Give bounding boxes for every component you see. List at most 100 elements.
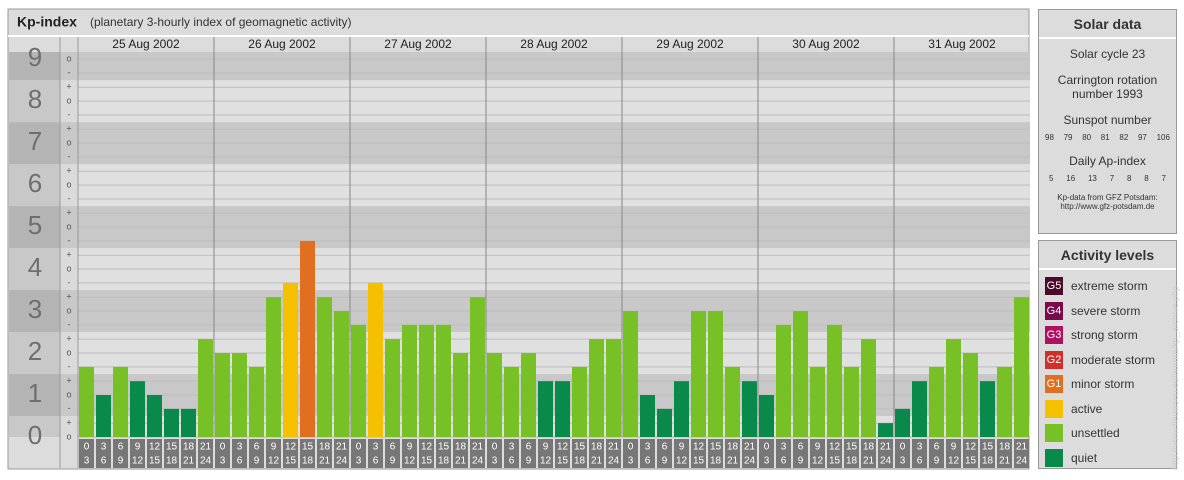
legend-swatch: [1045, 448, 1063, 467]
hour-label: 6: [390, 442, 396, 453]
hour-label: 24: [200, 456, 212, 467]
hour-label: 18: [438, 456, 450, 467]
bar: [708, 311, 723, 437]
minor-tick-label: o: [66, 95, 71, 105]
hour-label: 18: [999, 442, 1011, 453]
label-band: [60, 52, 78, 81]
bar: [759, 395, 774, 437]
label-band: [60, 290, 78, 333]
hour-label: 12: [132, 456, 144, 467]
panel-title: Activity levels: [1039, 241, 1176, 270]
hour-label: 21: [608, 442, 620, 453]
sunspot-value: 106: [1156, 133, 1170, 142]
bar: [742, 381, 757, 437]
panel-title: Solar data: [1039, 10, 1176, 39]
hour-label: 21: [863, 456, 875, 467]
hour-box: [640, 439, 655, 468]
minor-tick-label: o: [66, 54, 71, 64]
hour-label: 6: [509, 456, 515, 467]
bar: [368, 282, 383, 437]
bar: [725, 366, 740, 437]
y-tick-label: 0: [28, 420, 42, 450]
bar: [113, 366, 128, 437]
bar: [895, 408, 910, 437]
hour-label: 3: [645, 442, 651, 453]
hour-label: 21: [591, 456, 603, 467]
hour-label: 9: [951, 442, 957, 453]
hour-label: 15: [285, 456, 297, 467]
bar: [1014, 297, 1029, 437]
bar: [657, 408, 672, 437]
ap-value: 16: [1066, 174, 1076, 183]
hour-label: 15: [166, 442, 178, 453]
minor-tick-label: -: [68, 109, 71, 119]
bar: [997, 366, 1012, 437]
minor-tick-label: -: [68, 319, 71, 329]
hour-label: 9: [526, 456, 532, 467]
hour-box: [963, 439, 978, 468]
hour-box: [759, 439, 774, 468]
legend-label: quiet: [1071, 450, 1098, 465]
hour-label: 12: [812, 456, 824, 467]
label-band: [60, 80, 78, 123]
hour-label: 18: [574, 456, 586, 467]
hour-label: 6: [254, 442, 260, 453]
day-label: 26 Aug 2002: [248, 37, 316, 51]
bar: [419, 324, 434, 437]
minor-tick-label: +: [66, 376, 71, 386]
minor-tick-label: -: [68, 235, 71, 245]
hour-label: 18: [863, 442, 875, 453]
hour-label: 15: [982, 442, 994, 453]
source-url: http://www.gfz-potsdam.de: [1060, 202, 1155, 211]
ap-label: Daily Ap-index: [1069, 154, 1146, 168]
day-label: 29 Aug 2002: [656, 37, 724, 51]
hour-label: 6: [781, 456, 787, 467]
hour-box: [827, 439, 842, 468]
hour-label: 15: [693, 456, 705, 467]
hour-label: 6: [645, 456, 651, 467]
hour-label: 12: [404, 456, 416, 467]
hour-box: [164, 439, 179, 468]
bar: [317, 297, 332, 437]
hour-label: 3: [356, 456, 362, 467]
hour-label: 24: [1016, 456, 1028, 467]
activity-panel: Activity levels G5 extreme storm G4 severe …: [1038, 240, 1177, 469]
hour-box: [232, 439, 247, 468]
hour-box: [861, 439, 876, 468]
hour-label: 15: [557, 456, 569, 467]
minor-tick-label: o: [66, 389, 71, 399]
hour-label: 12: [268, 456, 280, 467]
solar-data-panel: Solar data Solar cycle 23 Carrington rot…: [1038, 9, 1177, 234]
hour-label: 3: [237, 442, 243, 453]
hour-label: 24: [744, 456, 756, 467]
hour-box: [504, 439, 519, 468]
hour-label: 21: [183, 456, 195, 467]
hour-label: 0: [492, 442, 498, 453]
minor-tick-label: o: [66, 347, 71, 357]
minor-tick-label: +: [66, 208, 71, 218]
hour-label: 24: [336, 456, 348, 467]
hour-box: [317, 439, 332, 468]
ap-value: 8: [1126, 174, 1132, 183]
bar: [385, 339, 400, 437]
minor-tick-label: o: [66, 179, 71, 189]
bar: [810, 366, 825, 437]
legend-label: unsettled: [1071, 426, 1120, 440]
hour-box: [895, 439, 910, 468]
hour-label: 18: [710, 456, 722, 467]
bar: [674, 381, 689, 437]
bar: [844, 366, 859, 437]
hour-label: 15: [421, 456, 433, 467]
hour-label: 0: [628, 442, 634, 453]
hour-label: 21: [472, 442, 484, 453]
legend-item: G2 moderate storm: [1045, 350, 1176, 370]
hour-box: [538, 439, 553, 468]
hour-label: 18: [183, 442, 195, 453]
bar: [79, 366, 94, 437]
bar: [181, 408, 196, 437]
hour-label: 6: [662, 442, 668, 453]
minor-tick-label: -: [68, 193, 71, 203]
hour-box: [266, 439, 281, 468]
legend-item: G3 strong storm: [1045, 325, 1176, 345]
